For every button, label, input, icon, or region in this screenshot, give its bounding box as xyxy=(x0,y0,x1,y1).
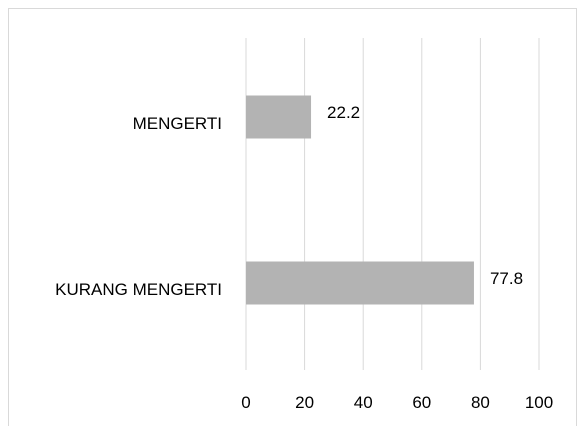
x-tick-label: 100 xyxy=(525,393,553,412)
data-label: 22.2 xyxy=(327,103,360,122)
data-label: 77.8 xyxy=(490,269,523,288)
x-tick-label: 80 xyxy=(471,393,490,412)
gridlines xyxy=(245,38,540,370)
category-labels: MENGERTI KURANG MENGERTI xyxy=(55,114,222,299)
category-label: KURANG MENGERTI xyxy=(55,280,222,299)
chart-border xyxy=(8,8,577,426)
x-tick-label: 40 xyxy=(354,393,373,412)
x-tick-labels: 0 20 40 60 80 100 xyxy=(241,393,553,412)
bar xyxy=(246,261,474,305)
bars xyxy=(246,95,474,305)
bar xyxy=(246,95,312,139)
data-labels: 22.2 77.8 xyxy=(327,103,523,288)
x-tick-label: 20 xyxy=(295,393,314,412)
x-tick-label: 0 xyxy=(241,393,250,412)
category-label: MENGERTI xyxy=(133,114,222,133)
x-tick-label: 60 xyxy=(412,393,431,412)
